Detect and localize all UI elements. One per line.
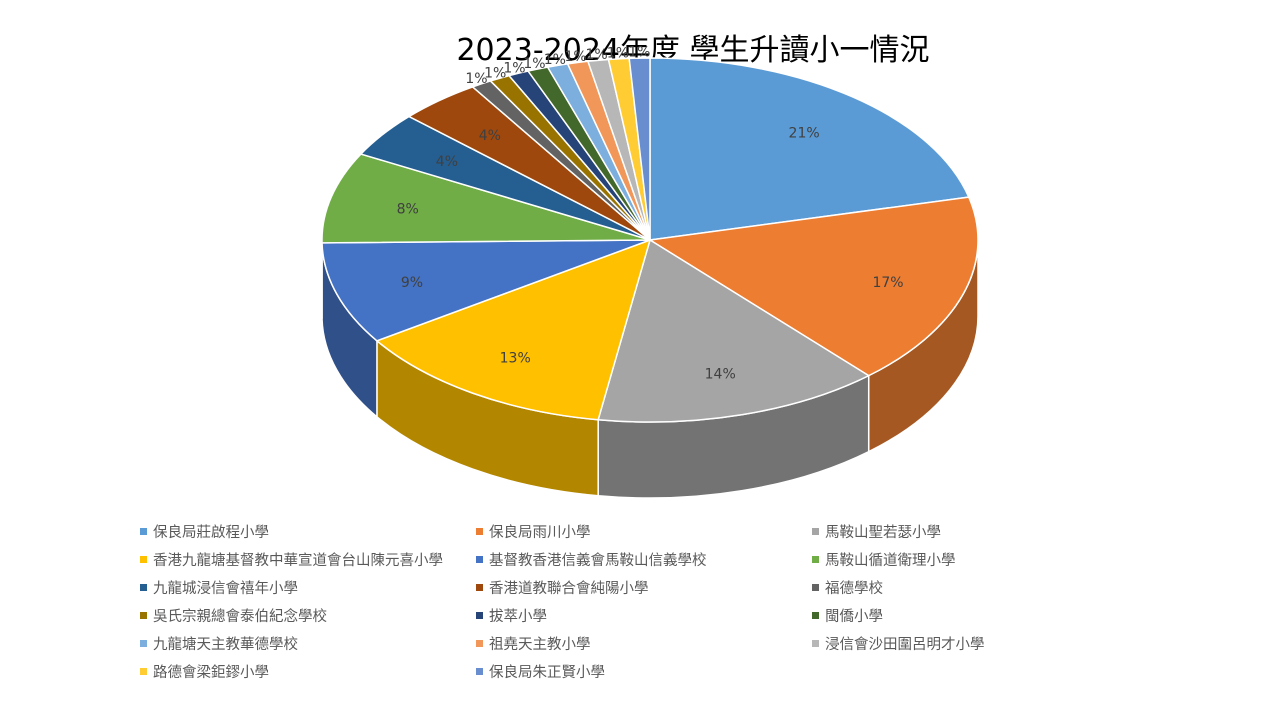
legend-swatch [476, 528, 483, 535]
legend-label: 保良局莊啟程小學 [153, 525, 269, 541]
legend-label: 浸信會沙田圍呂明才小學 [825, 637, 985, 653]
legend-item-1: 保良局莊啟程小學 [140, 520, 476, 543]
slice-3-top [597, 238, 871, 423]
legend-label: 路德會梁鉅鏐小學 [153, 665, 269, 681]
legend-swatch [812, 640, 819, 647]
legend-item-6: 馬鞍山循道衛理小學 [812, 548, 1140, 571]
slice-8-label: 4% [479, 128, 501, 144]
slice-3-label: 14% [705, 367, 736, 383]
slice-9-label: 1% [465, 71, 487, 87]
pie-top [321, 57, 979, 423]
slice-2-top [647, 196, 979, 377]
legend-item-5: 基督教香港信義會馬鞍山信義學校 [476, 548, 812, 571]
slice-5-top [321, 239, 651, 342]
slice-10-label: 1% [484, 65, 506, 81]
legend-label: 九龍塘天主教華德學校 [153, 637, 298, 653]
legend-label: 馬鞍山聖若瑟小學 [825, 525, 941, 541]
slice-17-label: 1% [628, 45, 650, 61]
legend-swatch [476, 668, 483, 675]
legend-item-7: 九龍城浸信會禧年小學 [140, 576, 476, 599]
legend-swatch [140, 640, 147, 647]
legend-label: 九龍城浸信會禧年小學 [153, 581, 298, 597]
slice-17-top [628, 57, 651, 241]
legend-label: 祖堯天主教小學 [489, 637, 591, 653]
legend-item-9: 福德學校 [812, 576, 1140, 599]
legend-item-16: 路德會梁鉅鏐小學 [140, 660, 476, 683]
legend-item-12: 閩僑小學 [812, 604, 1140, 627]
slice-14-label: 1% [564, 49, 586, 65]
legend-swatch [812, 556, 819, 563]
legend-swatch [476, 612, 483, 619]
legend-swatch [476, 556, 483, 563]
legend-swatch [476, 584, 483, 591]
legend-label: 馬鞍山循道衛理小學 [825, 553, 956, 569]
legend-swatch [140, 612, 147, 619]
legend-item-3: 馬鞍山聖若瑟小學 [812, 520, 1140, 543]
legend-swatch [140, 528, 147, 535]
legend-label: 福德學校 [825, 581, 883, 597]
slice-4-top [375, 238, 652, 421]
legend-item-11: 拔萃小學 [476, 604, 812, 627]
legend-swatch [140, 668, 147, 675]
slice-1-top [649, 57, 970, 241]
slice-16-label: 1% [607, 45, 629, 61]
legend-item-13: 九龍塘天主教華德學校 [140, 632, 476, 655]
slice-6-label: 8% [397, 201, 419, 217]
legend-swatch [140, 584, 147, 591]
legend-swatch [476, 640, 483, 647]
legend-label: 保良局朱正賢小學 [489, 665, 605, 681]
legend-item-10: 吳氏宗親總會泰伯紀念學校 [140, 604, 476, 627]
legend-label: 香港道教聯合會純陽小學 [489, 581, 649, 597]
legend-label: 拔萃小學 [489, 609, 547, 625]
slice-13-label: 1% [544, 52, 566, 68]
legend-item-2: 保良局雨川小學 [476, 520, 812, 543]
legend-item-8: 香港道教聯合會純陽小學 [476, 576, 812, 599]
legend-swatch [812, 584, 819, 591]
legend-label: 基督教香港信義會馬鞍山信義學校 [489, 553, 707, 569]
slice-4-label: 13% [500, 350, 531, 366]
pie-data-labels: 21%17%14%13%9%8%4%4%1%1%1%1%1%1%1% 1% 1% [397, 45, 904, 383]
chart-legend: 保良局莊啟程小學 保良局雨川小學 馬鞍山聖若瑟小學香港九龍塘基督教中華宣道會台山陳元… [140, 520, 1140, 683]
legend-item-17: 保良局朱正賢小學 [476, 660, 812, 683]
legend-item-4: 香港九龍塘基督教中華宣道會台山陳元喜小學 [140, 548, 476, 571]
legend-label: 香港九龍塘基督教中華宣道會台山陳元喜小學 [153, 553, 443, 569]
legend-item-15: 浸信會沙田圍呂明才小學 [812, 632, 1140, 655]
slice-5-label: 9% [401, 275, 423, 291]
legend-label: 吳氏宗親總會泰伯紀念學校 [153, 609, 327, 625]
legend-swatch [812, 528, 819, 535]
slice-12-label: 1% [523, 56, 545, 72]
legend-label: 閩僑小學 [825, 609, 883, 625]
slice-15-label: 1% [585, 47, 607, 63]
slice-1-label: 21% [789, 125, 820, 141]
legend-item-14: 祖堯天主教小學 [476, 632, 812, 655]
slice-2-label: 17% [872, 275, 903, 291]
slice-7-label: 4% [436, 154, 458, 170]
legend-swatch [812, 612, 819, 619]
legend-label: 保良局雨川小學 [489, 525, 591, 541]
slice-11-label: 1% [503, 60, 525, 76]
slice-6-top [321, 153, 651, 244]
legend-swatch [140, 556, 147, 563]
